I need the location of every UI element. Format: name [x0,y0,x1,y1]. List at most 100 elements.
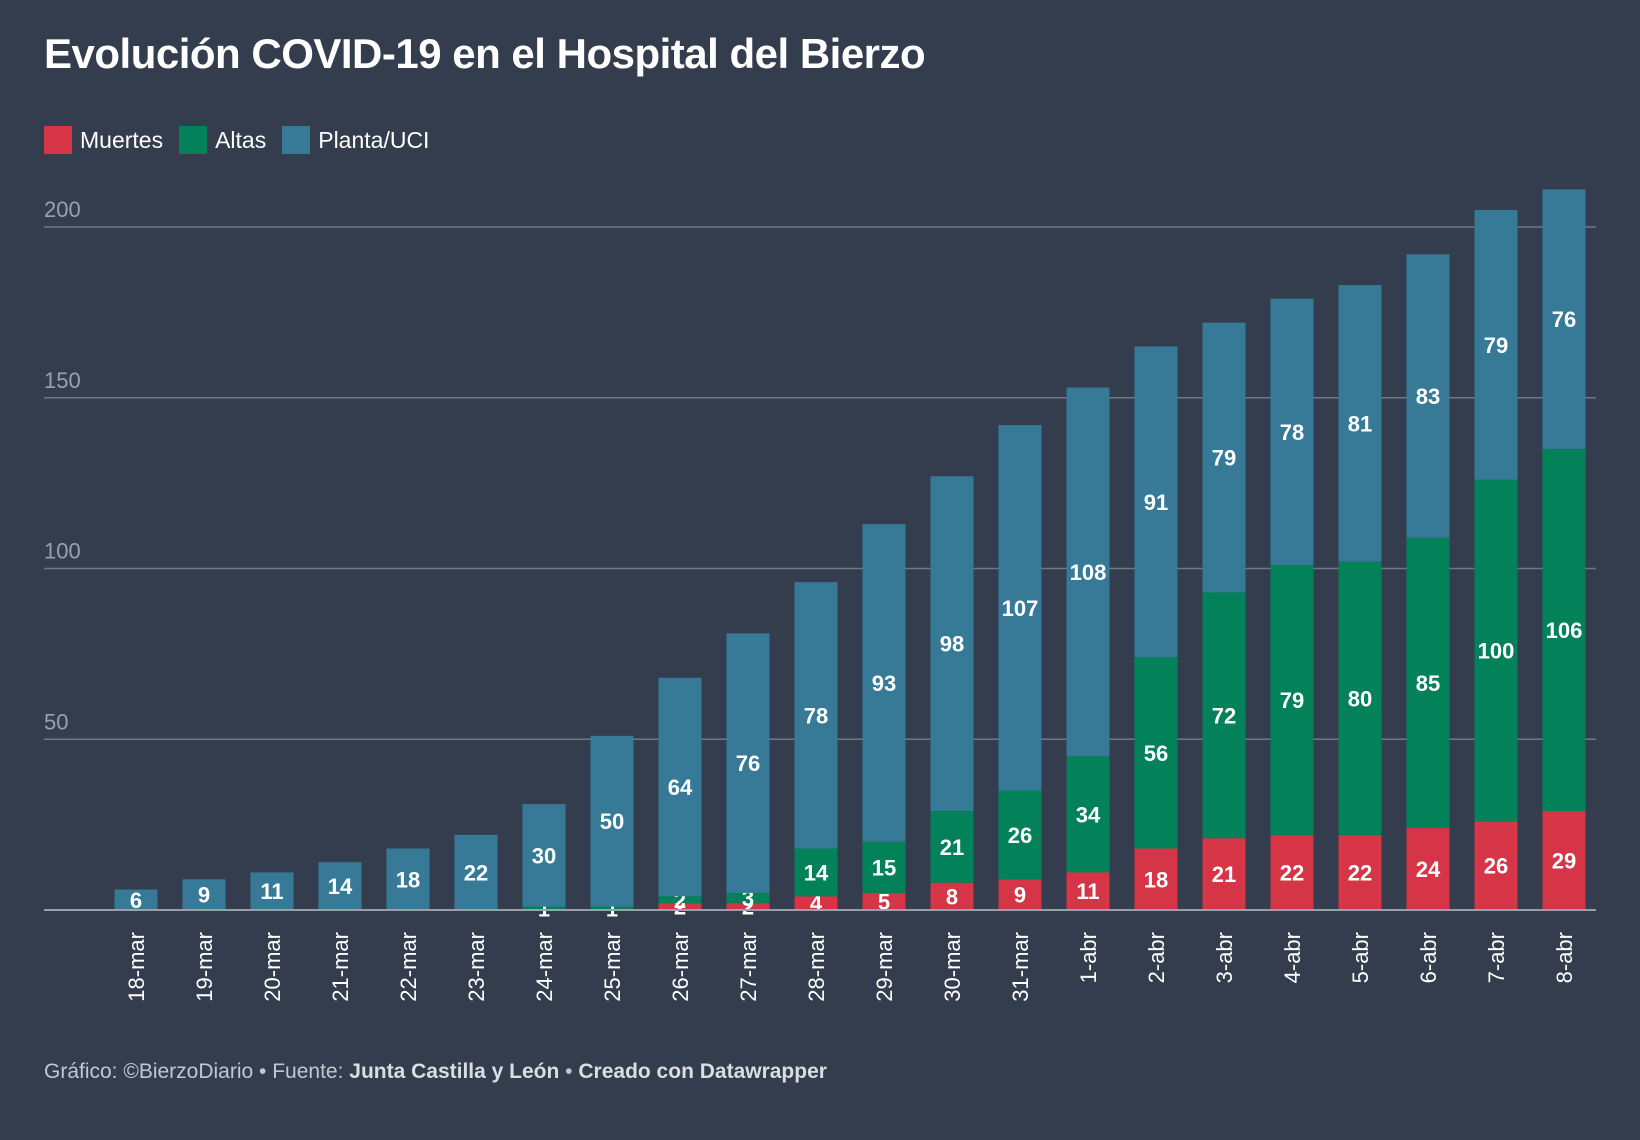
bar-plantauci-4-abr [1270,298,1314,566]
x-tick-label-30-mar: 30-mar [940,932,965,1002]
data-label-muertes-7-abr: 26 [1484,854,1508,879]
bar-muertes-2-abr [1134,848,1178,910]
bar-altas-1-abr [1066,756,1110,873]
bar-plantauci-7-abr [1474,209,1518,480]
bar-plantauci-3-abr [1202,322,1246,593]
bar-muertes-26-mar [658,903,702,910]
x-tick-label-26-mar: 26-mar [668,932,693,1002]
y-tick-label-150: 150 [44,368,81,393]
bar-altas-3-abr [1202,592,1246,839]
bar-plantauci-19-mar [182,879,226,910]
bar-muertes-31-mar [998,879,1042,910]
data-label-muertes-1-abr: 11 [1076,879,1099,904]
data-label-plantauci-1-abr: 108 [1070,560,1107,585]
bar-altas-8-abr [1542,448,1586,811]
data-label-altas-6-abr: 85 [1416,671,1440,696]
data-label-plantauci-31-mar: 107 [1002,596,1039,621]
data-label-muertes-6-abr: 24 [1416,857,1441,882]
data-label-altas-3-abr: 72 [1212,703,1236,728]
bar-altas-29-mar [862,841,906,893]
data-label-plantauci-21-mar: 14 [328,874,353,899]
legend-item-planta-uci: Planta/UCI [282,126,429,154]
bar-muertes-6-abr [1406,828,1450,910]
chart-legend: Muertes Altas Planta/UCI [44,126,429,154]
bar-plantauci-18-mar [114,889,158,910]
bar-muertes-1-abr [1066,872,1110,910]
bar-muertes-3-abr [1202,838,1246,910]
bar-plantauci-8-abr [1542,189,1586,449]
data-label-altas-8-abr: 106 [1546,618,1583,643]
x-tick-label-31-mar: 31-mar [1008,932,1033,1002]
x-tick-label-4-abr: 4-abr [1280,932,1305,983]
legend-swatch-planta-uci [282,126,311,154]
data-label-muertes-4-abr: 22 [1280,860,1304,885]
bar-muertes-30-mar [930,882,974,910]
x-tick-label-2-abr: 2-abr [1144,932,1169,983]
x-tick-label-23-mar: 23-mar [464,932,489,1002]
bar-altas-5-abr [1338,561,1382,835]
bar-altas-30-mar [930,810,974,883]
legend-swatch-muertes [44,126,72,154]
bar-altas-24-mar [522,906,566,910]
bar-altas-4-abr [1270,565,1314,835]
bar-altas-25-mar [590,906,634,910]
bar-plantauci-30-mar [930,476,974,811]
data-label-muertes-29-mar: 5 [878,889,890,914]
x-tick-label-18-mar: 18-mar [124,932,149,1002]
x-tick-label-1-abr: 1-abr [1076,932,1101,983]
data-label-plantauci-20-mar: 11 [260,879,283,904]
bar-muertes-29-mar [862,892,906,910]
stacked-bar-chart: 50 100 150 200 6 18-mar 9 19-mar 11 20-mar 14 21-ma… [44,189,1596,1002]
x-tick-label-7-abr: 7-abr [1484,932,1509,983]
legend-item-muertes: Muertes [44,126,163,154]
data-label-muertes-2-abr: 18 [1144,867,1168,892]
footer-source: Junta Castilla y León [349,1060,560,1083]
data-label-plantauci-6-abr: 83 [1416,384,1440,409]
bar-plantauci-27-mar [726,633,770,893]
data-label-plantauci-23-mar: 22 [464,860,488,885]
data-label-muertes-8-abr: 29 [1552,848,1576,873]
bar-altas-31-mar [998,790,1042,880]
x-tick-label-25-mar: 25-mar [600,932,625,1002]
bar-plantauci-22-mar [386,848,430,910]
data-label-plantauci-22-mar: 18 [396,867,420,892]
bar-plantauci-31-mar [998,425,1042,791]
legend-swatch-altas [179,126,208,154]
bar-muertes-28-mar [794,896,838,910]
footer-credit: Gráfico: ©BierzoDiario • Fuente: [44,1060,350,1083]
x-tick-label-29-mar: 29-mar [872,932,897,1002]
x-tick-label-8-abr: 8-abr [1552,932,1577,983]
x-tick-label-21-mar: 21-mar [328,932,353,1002]
x-tick-label-5-abr: 5-abr [1348,932,1373,983]
bar-muertes-5-abr [1338,834,1382,910]
bar-plantauci-5-abr [1338,285,1382,562]
bar-altas-26-mar [658,896,702,904]
data-label-plantauci-24-mar: 30 [532,843,556,868]
legend-label-muertes: Muertes [80,126,164,153]
data-label-muertes-30-mar: 8 [946,884,958,909]
y-tick-label-200: 200 [44,197,81,222]
footer-separator: • [559,1060,579,1083]
footer-created-with: Creado con Datawrapper [578,1060,827,1083]
data-label-altas-31-mar: 26 [1008,823,1032,848]
data-label-altas-4-abr: 79 [1280,688,1304,713]
x-tick-label-27-mar: 27-mar [736,932,761,1002]
data-label-plantauci-2-abr: 91 [1144,490,1168,515]
bar-plantauci-26-mar [658,677,702,897]
x-tick-label-20-mar: 20-mar [260,932,285,1002]
bar-plantauci-24-mar [522,804,566,907]
data-label-plantauci-8-abr: 76 [1552,307,1576,332]
x-tick-label-28-mar: 28-mar [804,932,829,1002]
data-label-plantauci-18-mar: 6 [130,888,142,913]
x-tick-label-3-abr: 3-abr [1212,932,1237,983]
chart-footer: Gráfico: ©BierzoDiario • Fuente: Junta C… [44,1060,827,1084]
x-tick-label-24-mar: 24-mar [532,932,557,1002]
legend-item-altas: Altas [179,126,266,154]
x-tick-label-19-mar: 19-mar [192,932,217,1002]
data-label-plantauci-4-abr: 78 [1280,420,1304,445]
y-tick-label-100: 100 [44,539,81,564]
data-label-altas-7-abr: 100 [1478,638,1515,663]
bar-muertes-4-abr [1270,834,1314,910]
bar-muertes-7-abr [1474,821,1518,910]
bar-plantauci-1-abr [1066,387,1110,757]
